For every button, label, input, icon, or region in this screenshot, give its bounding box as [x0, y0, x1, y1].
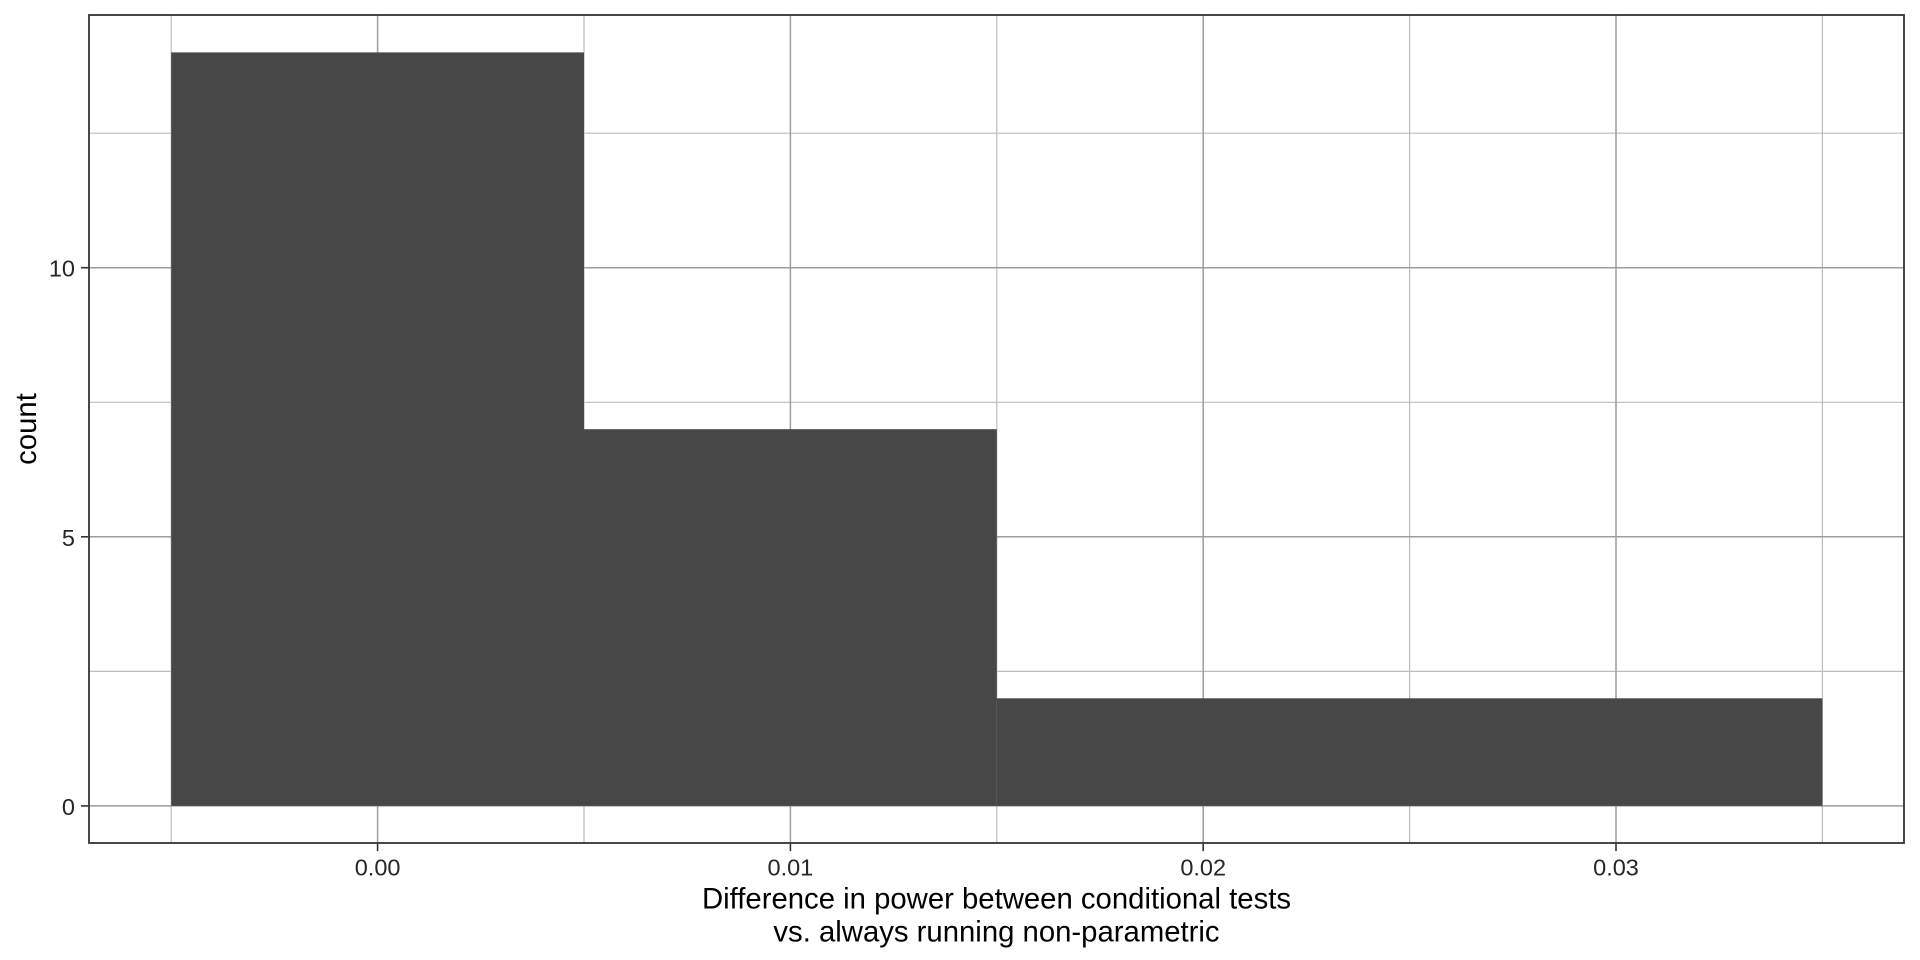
- svg-text:0.03: 0.03: [1593, 854, 1639, 880]
- svg-text:0.02: 0.02: [1180, 854, 1226, 880]
- svg-text:0: 0: [62, 794, 75, 820]
- svg-text:5: 5: [62, 525, 75, 551]
- svg-text:Difference in power between co: Difference in power between conditional …: [702, 882, 1291, 915]
- svg-text:10: 10: [49, 256, 75, 282]
- svg-text:vs. always running non-paramet: vs. always running non-parametric: [773, 916, 1219, 949]
- svg-text:count: count: [10, 393, 43, 465]
- svg-text:0.00: 0.00: [355, 854, 401, 880]
- svg-text:0.01: 0.01: [768, 854, 814, 880]
